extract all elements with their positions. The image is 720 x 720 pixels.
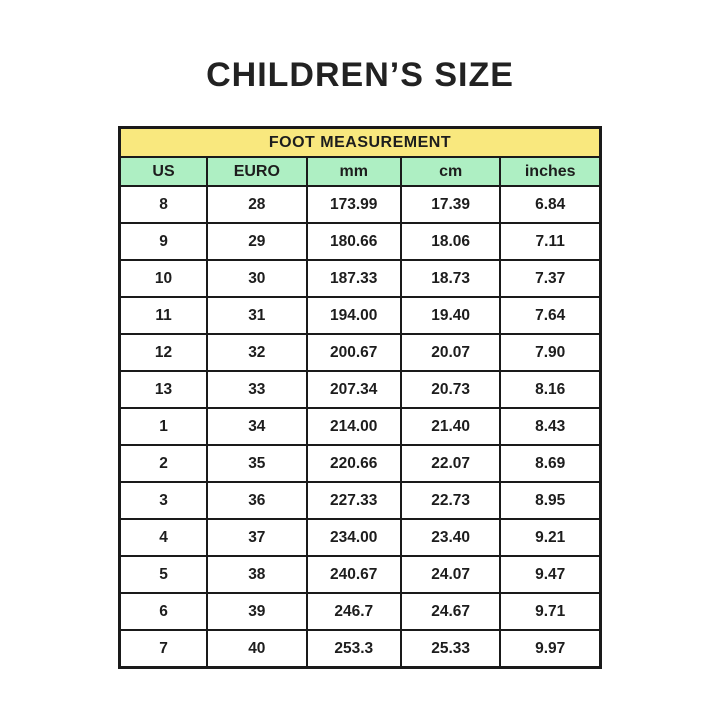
column-header-euro: EURO: [206, 156, 308, 187]
table-cell: 8: [118, 185, 209, 224]
page-title: CHILDREN’S SIZE: [206, 56, 514, 94]
table-cell: 19.40: [399, 296, 502, 335]
table-cell: 6: [118, 592, 209, 631]
table-cell: 11: [118, 296, 209, 335]
table-cell: 10: [118, 259, 209, 298]
table-cell: 29: [206, 222, 308, 261]
table-cell: 24.67: [399, 592, 502, 631]
table-cell: 34: [206, 407, 308, 446]
table-cell: 18.06: [399, 222, 502, 261]
table-cell: 30: [206, 259, 308, 298]
table-cell: 24.07: [399, 555, 502, 594]
table-cell: 7: [118, 629, 209, 669]
table-cell: 20.73: [399, 370, 502, 409]
table-row: 9 29 180.66 18.06 7.11: [118, 222, 602, 261]
table-body: 8 28 173.99 17.39 6.84 9 29 180.66 18.06 7.11 10 30…: [118, 185, 602, 669]
table-cell: 207.34: [305, 370, 402, 409]
table-cell: 32: [206, 333, 308, 372]
table-cell: 7.90: [499, 333, 602, 372]
table-cell: 37: [206, 518, 308, 557]
table-cell: 9.71: [499, 592, 602, 631]
table-cell: 25.33: [399, 629, 502, 669]
banner-row: FOOT MEASUREMENT: [118, 126, 602, 158]
column-header-cm: cm: [399, 156, 502, 187]
table-row: 12 32 200.67 20.07 7.90: [118, 333, 602, 372]
table-cell: 220.66: [305, 444, 402, 483]
table-cell: 31: [206, 296, 308, 335]
table-cell: 17.39: [399, 185, 502, 224]
table-cell: 20.07: [399, 333, 502, 372]
table-cell: 227.33: [305, 481, 402, 520]
table-cell: 240.67: [305, 555, 402, 594]
table-cell: 33: [206, 370, 308, 409]
table-cell: 9: [118, 222, 209, 261]
table-row: 3 36 227.33 22.73 8.95: [118, 481, 602, 520]
table-cell: 22.73: [399, 481, 502, 520]
table-cell: 7.64: [499, 296, 602, 335]
table-row: 10 30 187.33 18.73 7.37: [118, 259, 602, 298]
table-cell: 253.3: [305, 629, 402, 669]
table-cell: 39: [206, 592, 308, 631]
table-cell: 180.66: [305, 222, 402, 261]
table-row: 2 35 220.66 22.07 8.69: [118, 444, 602, 483]
table-row: 4 37 234.00 23.40 9.21: [118, 518, 602, 557]
table-header: FOOT MEASUREMENT US EURO mm cm inches: [118, 126, 602, 187]
column-header-mm: mm: [305, 156, 402, 187]
table-cell: 6.84: [499, 185, 602, 224]
column-header-inches: inches: [499, 156, 602, 187]
table-cell: 194.00: [305, 296, 402, 335]
table-row: 8 28 173.99 17.39 6.84: [118, 185, 602, 224]
table-cell: 40: [206, 629, 308, 669]
table-cell: 36: [206, 481, 308, 520]
table-cell: 187.33: [305, 259, 402, 298]
column-header-us: US: [118, 156, 209, 187]
table-cell: 3: [118, 481, 209, 520]
table-row: 6 39 246.7 24.67 9.71: [118, 592, 602, 631]
table-cell: 7.37: [499, 259, 602, 298]
table-cell: 35: [206, 444, 308, 483]
table-cell: 8.16: [499, 370, 602, 409]
table-row: 7 40 253.3 25.33 9.97: [118, 629, 602, 669]
table-cell: 22.07: [399, 444, 502, 483]
table-cell: 28: [206, 185, 308, 224]
table-cell: 21.40: [399, 407, 502, 446]
table-cell: 38: [206, 555, 308, 594]
table-cell: 23.40: [399, 518, 502, 557]
table-cell: 5: [118, 555, 209, 594]
table-cell: 18.73: [399, 259, 502, 298]
table-cell: 9.21: [499, 518, 602, 557]
table-row: 13 33 207.34 20.73 8.16: [118, 370, 602, 409]
table-cell: 173.99: [305, 185, 402, 224]
table-cell: 8.95: [499, 481, 602, 520]
table-cell: 2: [118, 444, 209, 483]
table-cell: 200.67: [305, 333, 402, 372]
table-cell: 13: [118, 370, 209, 409]
table-cell: 9.97: [499, 629, 602, 669]
table-cell: 4: [118, 518, 209, 557]
column-header-row: US EURO mm cm inches: [118, 156, 602, 187]
table-cell: 234.00: [305, 518, 402, 557]
table-row: 1 34 214.00 21.40 8.43: [118, 407, 602, 446]
table-cell: 1: [118, 407, 209, 446]
table-cell: 8.43: [499, 407, 602, 446]
table-row: 5 38 240.67 24.07 9.47: [118, 555, 602, 594]
table-cell: 12: [118, 333, 209, 372]
table-cell: 9.47: [499, 555, 602, 594]
table-cell: 8.69: [499, 444, 602, 483]
table-cell: 246.7: [305, 592, 402, 631]
table-cell: 7.11: [499, 222, 602, 261]
table-row: 11 31 194.00 19.40 7.64: [118, 296, 602, 335]
table-cell: 214.00: [305, 407, 402, 446]
foot-measurement-banner: FOOT MEASUREMENT: [118, 126, 602, 158]
